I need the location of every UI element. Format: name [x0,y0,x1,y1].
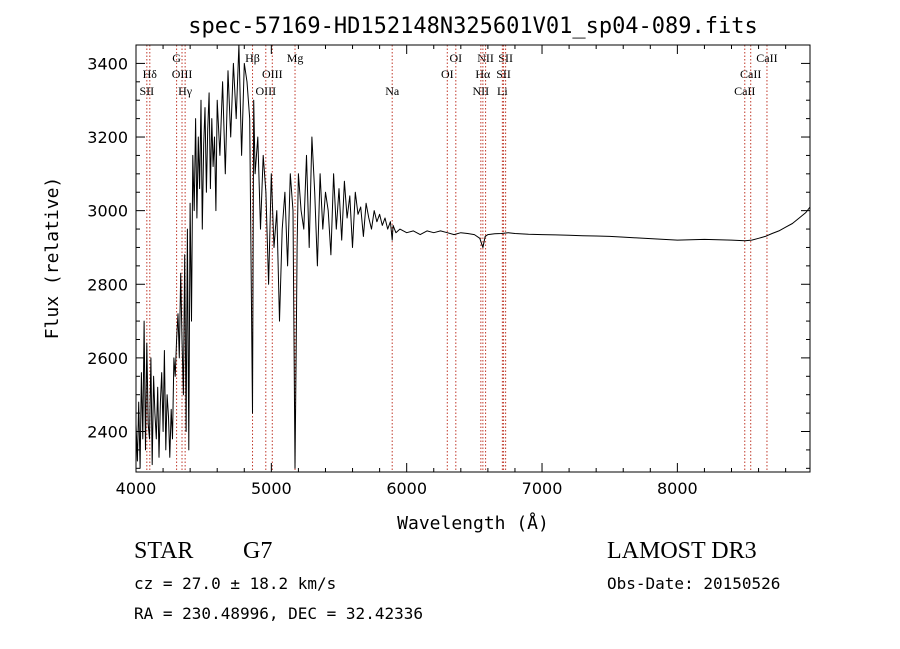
survey-name: LAMOST DR3 [607,538,757,564]
x-tick-label-4: 8000 [657,479,698,498]
spectral-line-markers: HδSIIGOIIIHγHβOIIIOIIIMgNaOIOINIIHαNIISI… [139,45,778,472]
line-label-5: Hβ [245,51,260,65]
x-axis-label: Wavelength (Å) [397,512,549,534]
chart-title: spec-57169-HD152148N325601V01_sp04-089.f… [188,14,758,39]
x-tick-label-1: 5000 [251,479,292,498]
y-axis-label: Flux (relative) [42,177,63,340]
line-label-17: Li [497,84,508,98]
plot-frame [135,44,811,473]
y-tick-label-3: 3000 [87,202,128,221]
observation-date: Obs-Date: 20150526 [607,574,781,593]
line-label-0: Hδ [143,67,158,81]
line-label-14: NII [473,84,490,98]
line-label-1: SII [139,84,154,98]
object-class: STAR [134,538,194,564]
object-subclass: G7 [243,538,273,564]
line-label-9: Na [385,84,400,98]
line-label-3: OIII [172,67,193,81]
y-tick-label-5: 3400 [87,54,128,73]
x-tick-label-3: 7000 [522,479,563,498]
x-axis: 4000 5000 6000 7000 8000 [116,45,787,498]
y-tick-label-0: 2400 [87,423,128,442]
y-axis: 2400 2600 2800 3000 3200 3400 [87,54,810,469]
line-label-4: Hγ [178,84,193,98]
y-tick-label-1: 2600 [87,349,128,368]
x-tick-label-0: 4000 [116,479,157,498]
line-label-13: Hα [475,67,491,81]
line-label-10: OI [449,51,462,65]
line-label-19: CaII [740,67,761,81]
line-label-6: OIII [262,67,283,81]
x-tick-label-2: 6000 [386,479,427,498]
spectrum-line [135,44,811,469]
line-label-20: CaII [734,84,755,98]
redshift-cz: cz = 27.0 ± 18.2 km/s [134,574,337,593]
line-label-16: SII [496,67,511,81]
y-tick-label-2: 2800 [87,275,128,294]
line-label-11: OI [441,67,454,81]
coordinates: RA = 230.48996, DEC = 32.42336 [134,604,423,623]
line-label-18: CaII [756,51,777,65]
line-label-7: OIII [255,84,276,98]
line-label-8: Mg [287,51,304,65]
line-label-12: NII [477,51,494,65]
line-label-2: G [172,51,181,65]
line-label-15: SII [498,51,513,65]
y-tick-label-4: 3200 [87,128,128,147]
